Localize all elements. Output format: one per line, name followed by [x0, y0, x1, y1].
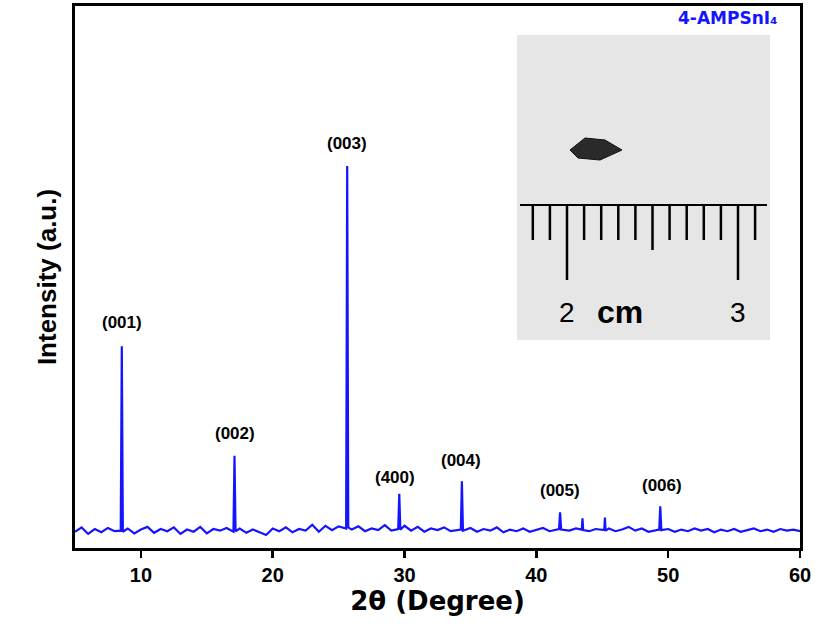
svg-text:(004): (004)	[441, 451, 481, 470]
svg-text:20: 20	[262, 564, 284, 586]
svg-text:3: 3	[730, 297, 746, 328]
svg-text:50: 50	[657, 564, 679, 586]
svg-text:(003): (003)	[327, 134, 367, 153]
svg-text:(002): (002)	[215, 424, 255, 443]
svg-text:10: 10	[130, 564, 152, 586]
svg-text:(400): (400)	[375, 468, 415, 487]
svg-text:cm: cm	[597, 294, 643, 330]
svg-text:2: 2	[559, 297, 575, 328]
svg-text:4-AMPSnI₄: 4-AMPSnI₄	[678, 8, 778, 28]
svg-text:(005): (005)	[540, 481, 580, 500]
svg-text:(006): (006)	[642, 476, 682, 495]
svg-text:Intensity (a.u.): Intensity (a.u.)	[32, 189, 62, 365]
svg-text:2θ (Degree): 2θ (Degree)	[350, 586, 525, 616]
svg-text:30: 30	[393, 564, 415, 586]
svg-text:40: 40	[525, 564, 547, 586]
svg-text:60: 60	[789, 564, 811, 586]
svg-text:(001): (001)	[102, 313, 142, 332]
